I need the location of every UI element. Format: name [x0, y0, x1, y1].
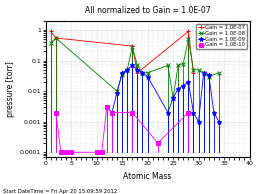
Gain = 1.0E-08: [171, 97, 175, 99]
Gain = 1.0E-08: [136, 64, 139, 67]
Line: Gain = 1.0E-08: Gain = 1.0E-08: [48, 36, 221, 100]
Gain = 1.0E-09: [202, 72, 205, 74]
Gain = 1.0E-10: [95, 151, 98, 153]
Gain = 1.0E-09: [217, 120, 220, 123]
Gain = 1.0E-10: [100, 151, 103, 153]
Gain = 1.0E-10: [64, 151, 68, 153]
Line: Gain = 1.0E-07: Gain = 1.0E-07: [48, 29, 196, 75]
Gain = 1.0E-09: [182, 85, 185, 87]
Gain = 1.0E-09: [146, 75, 149, 78]
Gain = 1.0E-08: [217, 72, 220, 74]
Title: All normalized to Gain = 1.0E-07: All normalized to Gain = 1.0E-07: [85, 6, 210, 15]
Gain = 1.0E-08: [192, 69, 195, 71]
Gain = 1.0E-08: [146, 72, 149, 74]
Gain = 1.0E-09: [141, 72, 144, 74]
Gain = 1.0E-08: [182, 62, 185, 65]
Gain = 1.0E-08: [126, 69, 129, 71]
Gain = 1.0E-08: [202, 72, 205, 74]
Gain = 1.0E-07: [54, 37, 57, 39]
Gain = 1.0E-09: [110, 111, 113, 114]
Gain = 1.0E-09: [192, 111, 195, 114]
Gain = 1.0E-10: [54, 111, 57, 114]
Gain = 1.0E-09: [131, 64, 134, 67]
Gain = 1.0E-09: [187, 81, 190, 83]
Gain = 1.0E-09: [167, 111, 170, 114]
Gain = 1.0E-10: [70, 151, 73, 153]
Gain = 1.0E-08: [177, 64, 180, 67]
X-axis label: Atomic Mass: Atomic Mass: [123, 172, 172, 181]
Gain = 1.0E-10: [131, 111, 134, 114]
Gain = 1.0E-08: [187, 38, 190, 40]
Y-axis label: pressure [torr]: pressure [torr]: [5, 61, 15, 117]
Gain = 1.0E-07: [136, 72, 139, 74]
Gain = 1.0E-08: [116, 90, 119, 92]
Gain = 1.0E-07: [131, 45, 134, 47]
Gain = 1.0E-08: [49, 42, 52, 44]
Gain = 1.0E-07: [49, 30, 52, 33]
Gain = 1.0E-10: [105, 106, 108, 108]
Gain = 1.0E-08: [197, 69, 200, 71]
Gain = 1.0E-09: [171, 97, 175, 99]
Gain = 1.0E-09: [207, 73, 210, 76]
Gain = 1.0E-08: [131, 46, 134, 48]
Gain = 1.0E-09: [197, 120, 200, 123]
Gain = 1.0E-09: [177, 87, 180, 90]
Gain = 1.0E-08: [120, 73, 124, 76]
Line: Gain = 1.0E-10: Gain = 1.0E-10: [53, 105, 191, 155]
Gain = 1.0E-09: [136, 69, 139, 71]
Gain = 1.0E-08: [141, 72, 144, 74]
Gain = 1.0E-10: [156, 142, 159, 144]
Gain = 1.0E-09: [105, 106, 108, 108]
Gain = 1.0E-09: [212, 111, 215, 114]
Gain = 1.0E-09: [116, 91, 119, 94]
Line: Gain = 1.0E-09: Gain = 1.0E-09: [104, 63, 221, 124]
Gain = 1.0E-08: [207, 75, 210, 78]
Gain = 1.0E-07: [192, 72, 195, 74]
Legend: Gain = 1.0E-07, Gain = 1.0E-08, Gain = 1.0E-09, Gain = 1.0E-10: Gain = 1.0E-07, Gain = 1.0E-08, Gain = 1…: [196, 23, 247, 49]
Gain = 1.0E-09: [126, 69, 129, 71]
Gain = 1.0E-08: [54, 37, 57, 39]
Gain = 1.0E-10: [59, 151, 62, 153]
Gain = 1.0E-08: [167, 64, 170, 67]
Gain = 1.0E-07: [187, 30, 190, 33]
Gain = 1.0E-10: [110, 111, 113, 114]
Text: Start DateTime = Fri Apr 20 15:09:59 2012: Start DateTime = Fri Apr 20 15:09:59 201…: [3, 189, 117, 194]
Gain = 1.0E-09: [120, 72, 124, 74]
Gain = 1.0E-10: [187, 111, 190, 114]
